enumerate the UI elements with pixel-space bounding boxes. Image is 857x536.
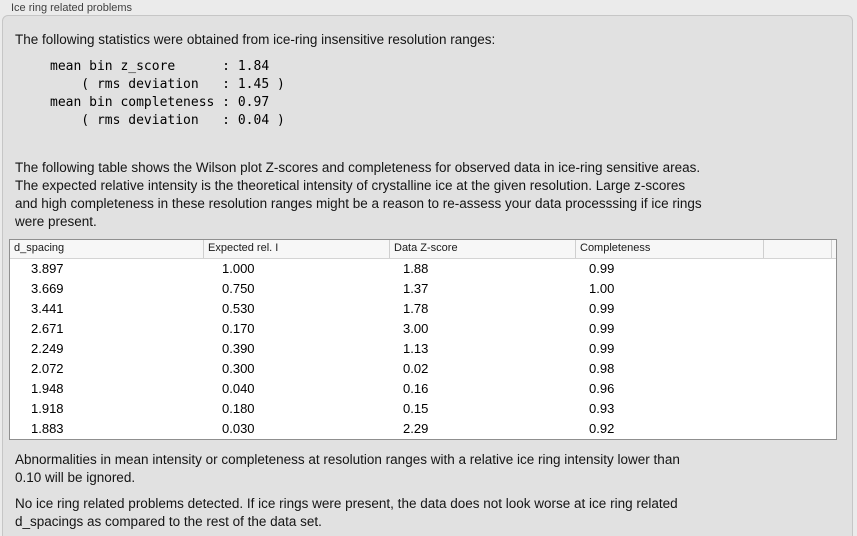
column-header-data-z-score[interactable]: Data Z-score bbox=[390, 240, 576, 258]
table-cell: 0.99 bbox=[589, 321, 615, 336]
conclusion-note: No ice ring related problems detected. I… bbox=[15, 496, 678, 529]
table-cell: 0.300 bbox=[222, 361, 255, 376]
table-header-row: d_spacing Expected rel. I Data Z-score C… bbox=[10, 240, 836, 259]
intro-text: The following statistics were obtained f… bbox=[15, 32, 496, 47]
table-cell: 3.897 bbox=[31, 261, 64, 276]
table-cell: 0.02 bbox=[403, 361, 429, 376]
table-cell: 0.99 bbox=[589, 301, 615, 316]
ice-ring-table[interactable]: d_spacing Expected rel. I Data Z-score C… bbox=[9, 239, 837, 440]
table-row[interactable]: 1.918 0.180 0.15 0.93 bbox=[10, 399, 836, 419]
table-cell: 0.040 bbox=[222, 381, 255, 396]
table-row[interactable]: 3.669 0.750 1.37 1.00 bbox=[10, 279, 836, 299]
column-header-expected-rel-i[interactable]: Expected rel. I bbox=[204, 240, 390, 258]
table-cell: 0.390 bbox=[222, 341, 255, 356]
group-box-title: Ice ring related problems bbox=[11, 2, 133, 14]
table-cell: 0.15 bbox=[403, 401, 429, 416]
table-cell: 2.072 bbox=[31, 361, 64, 376]
table-row[interactable]: 2.072 0.300 0.02 0.98 bbox=[10, 359, 836, 379]
ice-ring-group-box: The following statistics were obtained f… bbox=[2, 15, 853, 536]
table-row[interactable]: 2.249 0.390 1.13 0.99 bbox=[10, 339, 836, 359]
table-cell: 0.16 bbox=[403, 381, 429, 396]
table-cell: 0.99 bbox=[589, 341, 615, 356]
table-cell: 3.441 bbox=[31, 301, 64, 316]
table-cell: 1.37 bbox=[403, 281, 429, 296]
table-cell: 2.249 bbox=[31, 341, 64, 356]
table-row[interactable]: 1.948 0.040 0.16 0.96 bbox=[10, 379, 836, 399]
table-body: 3.897 1.000 1.88 0.99 3.669 0.750 1.37 1.00 3.44… bbox=[10, 259, 836, 439]
column-header-completeness[interactable]: Completeness bbox=[576, 240, 764, 258]
table-cell: 0.98 bbox=[589, 361, 615, 376]
table-cell: 0.180 bbox=[222, 401, 255, 416]
column-header-d-spacing[interactable]: d_spacing bbox=[10, 240, 204, 258]
table-cell: 3.669 bbox=[31, 281, 64, 296]
table-cell: 1.13 bbox=[403, 341, 429, 356]
table-cell: 0.96 bbox=[589, 381, 615, 396]
table-cell: 0.93 bbox=[589, 401, 615, 416]
table-cell: 0.030 bbox=[222, 421, 255, 436]
table-cell: 3.00 bbox=[403, 321, 429, 336]
table-row[interactable]: 2.671 0.170 3.00 0.99 bbox=[10, 319, 836, 339]
table-cell: 2.671 bbox=[31, 321, 64, 336]
table-cell: 0.92 bbox=[589, 421, 615, 436]
table-cell: 2.29 bbox=[403, 421, 429, 436]
table-cell: 1.78 bbox=[403, 301, 429, 316]
column-header-filler bbox=[764, 240, 832, 258]
table-cell: 0.170 bbox=[222, 321, 255, 336]
table-cell: 0.530 bbox=[222, 301, 255, 316]
table-cell: 1.00 bbox=[589, 281, 615, 296]
table-cell: 1.000 bbox=[222, 261, 255, 276]
table-cell: 1.948 bbox=[31, 381, 64, 396]
table-row[interactable]: 3.441 0.530 1.78 0.99 bbox=[10, 299, 836, 319]
table-cell: 0.99 bbox=[589, 261, 615, 276]
table-cell: 1.88 bbox=[403, 261, 429, 276]
table-cell: 1.883 bbox=[31, 421, 64, 436]
table-row[interactable]: 1.883 0.030 2.29 0.92 bbox=[10, 419, 836, 439]
table-row[interactable]: 3.897 1.000 1.88 0.99 bbox=[10, 259, 836, 279]
table-cell: 1.918 bbox=[31, 401, 64, 416]
table-cell: 0.750 bbox=[222, 281, 255, 296]
table-description: The following table shows the Wilson plo… bbox=[15, 160, 702, 229]
stats-block: mean bin z_score : 1.84 ( rms deviation … bbox=[50, 59, 285, 128]
ignore-note: Abnormalities in mean intensity or compl… bbox=[15, 452, 680, 485]
